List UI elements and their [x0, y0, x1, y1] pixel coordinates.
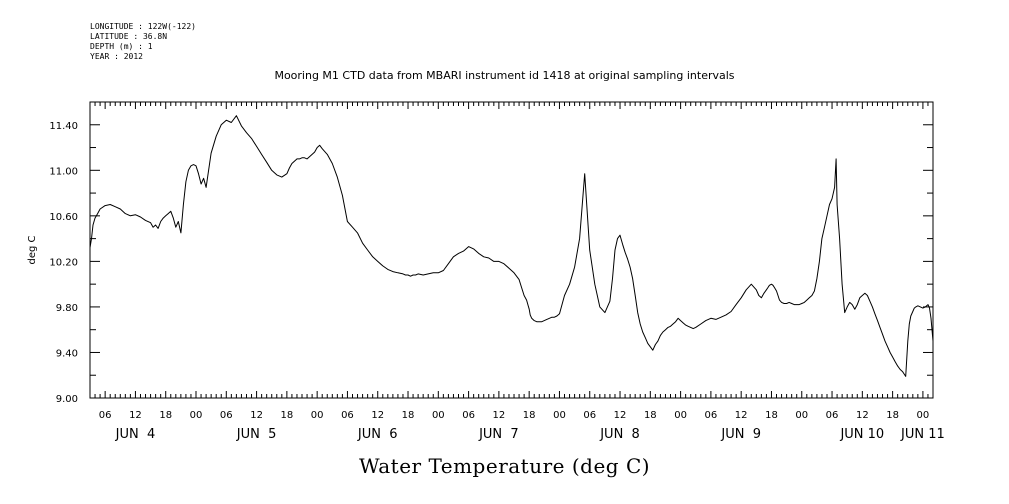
y-tick-label: 9.00: [56, 394, 78, 405]
y-tick-label: 10.20: [49, 257, 78, 268]
y-axis-label: deg C: [27, 235, 38, 264]
x-tick-label: 06: [220, 410, 233, 421]
longitude-label: LONGITUDE : 122W(-122): [90, 22, 196, 31]
x-tick-label: 18: [644, 410, 657, 421]
year-label: YEAR : 2012: [90, 52, 143, 61]
x-tick-label: 06: [462, 410, 475, 421]
x-tick-label: 12: [250, 410, 263, 421]
x-tick-label: 18: [523, 410, 536, 421]
x-day-label: JUN 10: [839, 427, 884, 442]
x-tick-label: 00: [190, 410, 203, 421]
x-day-label: JUN 8: [599, 427, 640, 442]
x-day-label: JUN 11: [900, 427, 945, 442]
x-day-label: JUN 9: [720, 427, 761, 442]
labels-layer: 9.00 9.40 9.80 10.20 10.60 11.00 11.40 06 12 18 00…: [27, 121, 945, 442]
y-tick-label: 11.40: [49, 121, 78, 132]
x-day-label: JUN 4: [115, 427, 156, 442]
y-tick-label: 9.80: [56, 303, 78, 314]
x-tick-label: 06: [99, 410, 112, 421]
x-tick-label: 00: [432, 410, 445, 421]
x-tick-label: 06: [341, 410, 354, 421]
x-tick-label: 12: [614, 410, 627, 421]
x-day-label: JUN 7: [478, 427, 519, 442]
y-tick-label: 9.40: [56, 348, 78, 359]
x-tick-label: 18: [159, 410, 172, 421]
x-tick-label: 00: [795, 410, 808, 421]
depth-label: DEPTH (m) : 1: [90, 42, 153, 51]
x-tick-label: 12: [856, 410, 869, 421]
metadata-block: LONGITUDE : 122W(-122) LATITUDE : 36.8N …: [90, 22, 196, 62]
x-tick-label: 06: [826, 410, 839, 421]
y-tick-label: 10.60: [49, 212, 78, 223]
x-tick-label: 12: [371, 410, 384, 421]
x-tick-label: 18: [281, 410, 294, 421]
y-tick-label: 11.00: [49, 166, 78, 177]
chart-title: Mooring M1 CTD data from MBARI instrumen…: [274, 69, 735, 82]
x-axis-title: Water Temperature (deg C): [358, 454, 651, 478]
x-day-label: JUN 5: [236, 427, 277, 442]
plot-frame: [89, 101, 934, 399]
latitude-label: LATITUDE : 36.8N: [90, 32, 168, 41]
x-tick-label: 00: [674, 410, 687, 421]
temperature-series-line: [89, 115, 934, 377]
x-tick-label: 12: [129, 410, 142, 421]
x-tick-label: 00: [917, 410, 930, 421]
x-tick-label: 00: [311, 410, 324, 421]
x-tick-label: 18: [402, 410, 415, 421]
x-tick-label: 06: [705, 410, 718, 421]
x-tick-label: 18: [886, 410, 899, 421]
x-tick-label: 06: [583, 410, 596, 421]
axes-layer: [89, 101, 934, 399]
x-tick-label: 18: [765, 410, 778, 421]
x-tick-label: 12: [735, 410, 748, 421]
series-layer: [89, 115, 934, 377]
x-tick-label: 12: [493, 410, 506, 421]
ticks-layer: [89, 101, 934, 399]
x-day-label: JUN 6: [357, 427, 398, 442]
x-tick-label: 00: [553, 410, 566, 421]
